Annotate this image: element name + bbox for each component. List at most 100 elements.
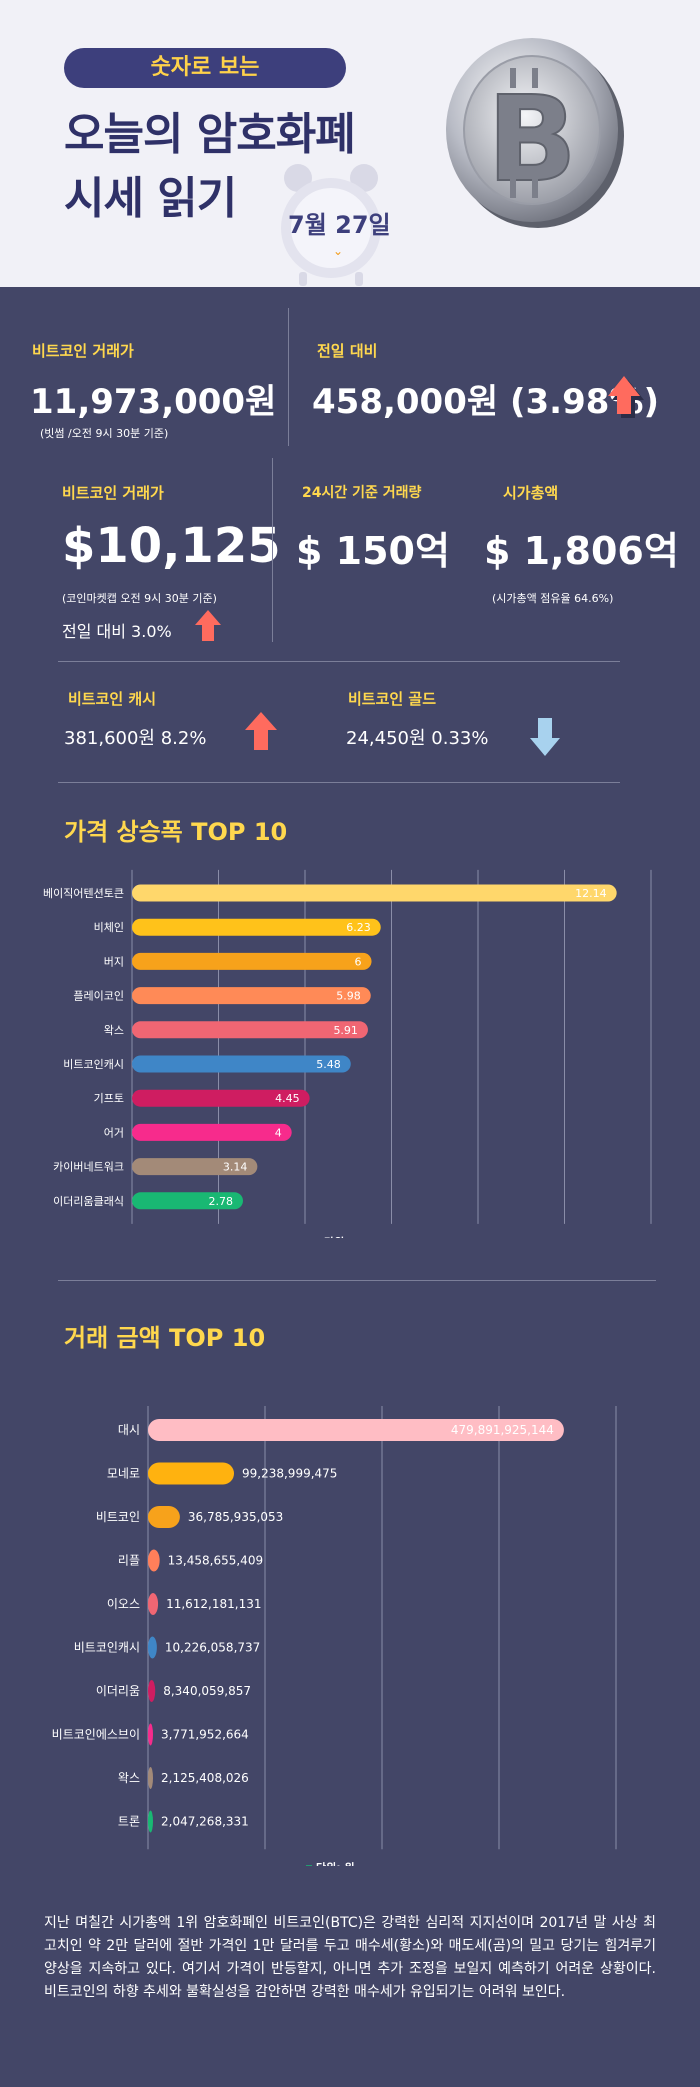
category-label: 어거: [104, 1126, 124, 1139]
value-label: 6.23: [346, 921, 371, 934]
bar: [132, 952, 372, 970]
category-label: 대시: [118, 1423, 140, 1437]
value-label: 2,047,268,331: [161, 1815, 249, 1829]
bar: [132, 1055, 351, 1073]
btc-usd-label: 비트코인 거래가: [62, 484, 164, 502]
chart2-title: 거래 금액 TOP 10: [64, 1324, 266, 1352]
bar: [148, 1593, 159, 1615]
category-label: 플레이코인: [73, 990, 124, 1003]
bar: [132, 1089, 310, 1107]
category-label: 왁스: [118, 1771, 140, 1785]
value-label: 6: [355, 955, 362, 968]
category-label: 이더리움클래식: [53, 1195, 124, 1208]
category-label: 모네로: [107, 1467, 140, 1481]
value-label: 8,340,059,857: [163, 1684, 251, 1698]
price-rise-chart: 베이직어텐션토큰 12.14 비체인 6.23 버지 6 플레이코인 5.98 왁스 5.91 비트…: [43, 869, 652, 1238]
bar: [148, 1723, 153, 1746]
bar: [148, 1462, 235, 1485]
btc-usd-change: 전일 대비 3.0%: [62, 622, 172, 641]
value-label: 99,238,999,475: [242, 1467, 337, 1481]
category-label: 이오스: [107, 1597, 140, 1611]
legend-swatch: [306, 1865, 312, 1866]
bar: [132, 1021, 368, 1039]
up-arrow-icon: [608, 376, 644, 418]
down-arrow-icon: [530, 718, 560, 756]
chart1-title: 가격 상승폭 TOP 10: [64, 818, 288, 846]
divider-vertical: [288, 308, 289, 446]
btc-krw-label: 비트코인 거래가: [32, 342, 134, 360]
value-label: 10,226,058,737: [165, 1641, 260, 1655]
category-label: 비체인: [94, 921, 124, 934]
bar: [148, 1549, 160, 1572]
subtitle-pill: 숫자로 보는: [64, 48, 346, 88]
bar: [148, 1636, 157, 1659]
btc-krw-value: 11,973,000원: [30, 382, 277, 422]
trade-volume-chart: 대시 479,891,925,144 모네로 99,238,999,475 비트코인 36…: [52, 1406, 617, 1866]
page-title-line2: 시세 읽기: [64, 173, 237, 224]
value-label: 2,125,408,026: [161, 1771, 249, 1785]
market-cap-note: (시가총액 점유율 64.6%): [492, 592, 614, 605]
value-label: 2.78: [208, 1195, 233, 1208]
btc-gold-label: 비트코인 골드: [348, 690, 437, 708]
bar: [132, 918, 381, 936]
category-label: 비트코인: [96, 1510, 140, 1524]
value-label: 11,612,181,131: [166, 1597, 261, 1611]
page-title-line1: 오늘의 암호화폐: [64, 109, 356, 160]
bar: [132, 884, 617, 902]
category-label: 카이버네트워크: [53, 1161, 124, 1174]
date-label: 7월 27일: [288, 211, 391, 239]
up-arrow-icon: [195, 610, 221, 641]
bar: [132, 1158, 258, 1176]
bar: [148, 1419, 564, 1441]
value-label: 3.14: [223, 1161, 248, 1174]
btc-gold-value: 24,450원 0.33%: [346, 728, 489, 749]
value-label: 479,891,925,144: [451, 1423, 554, 1437]
up-arrow-icon: [245, 712, 277, 750]
bar: [132, 1123, 292, 1141]
value-label: 36,785,935,053: [188, 1510, 283, 1524]
category-label: 버지: [104, 955, 124, 968]
value-label: 12.14: [575, 887, 607, 900]
category-label: 기프토: [94, 1092, 124, 1105]
category-label: 비트코인캐시: [74, 1641, 140, 1655]
btc-usd-note: (코인마켓캡 오전 9시 30분 기준): [62, 592, 217, 605]
bar: [132, 987, 371, 1005]
category-label: 베이직어텐션토큰: [43, 887, 124, 900]
category-label: 리플: [118, 1554, 140, 1568]
category-label: 트론: [118, 1815, 140, 1829]
value-label: 4.45: [275, 1092, 300, 1105]
header: 숫자로 보는 오늘의 암호화폐 시세 읽기 7월 27일 ⌄ B: [0, 0, 700, 287]
divider-horizontal: [58, 1280, 656, 1281]
btc-usd-value: $10,125: [62, 518, 281, 574]
btc-cash-label: 비트코인 캐시: [68, 690, 157, 708]
value-label: 5.48: [316, 1058, 341, 1071]
category-label: 비트코인캐시: [63, 1058, 124, 1071]
stats-panel: [0, 287, 700, 2087]
btc-krw-note: (빗썸 /오전 9시 30분 기준): [40, 427, 169, 440]
market-cap-value: $ 1,806억: [484, 529, 679, 573]
summary-paragraph: 지난 며칠간 시가총액 1위 암호화폐인 비트코인(BTC)은 강력한 심리적 …: [44, 1915, 656, 2000]
market-cap-label: 시가총액: [503, 484, 559, 502]
bar: [148, 1810, 153, 1833]
clock-hand-icon: ⌄: [333, 244, 344, 258]
value-label: 5.91: [333, 1024, 358, 1037]
value-label: 4: [275, 1126, 282, 1139]
legend-label: 단위:%: [324, 1235, 360, 1238]
value-label: 13,458,655,409: [168, 1554, 263, 1568]
bitcoin-coin-icon: B: [446, 38, 624, 228]
legend-label: 단위: 원: [316, 1860, 355, 1866]
value-label: 3,771,952,664: [161, 1728, 249, 1742]
category-label: 왁스: [104, 1024, 124, 1037]
alarm-clock-icon: [281, 164, 381, 286]
value-label: 5.98: [336, 990, 361, 1003]
volume-label: 24시간 기준 거래량: [302, 485, 422, 501]
category-label: 비트코인에스브이: [52, 1728, 140, 1742]
prev-day-label: 전일 대비: [317, 342, 378, 360]
bar: [148, 1506, 180, 1528]
bar: [148, 1680, 156, 1702]
divider-vertical: [272, 458, 273, 642]
divider-horizontal: [58, 661, 620, 662]
prev-day-value: 458,000원 (3.98%): [312, 382, 660, 422]
bar: [132, 1192, 243, 1210]
category-label: 이더리움: [96, 1684, 140, 1698]
